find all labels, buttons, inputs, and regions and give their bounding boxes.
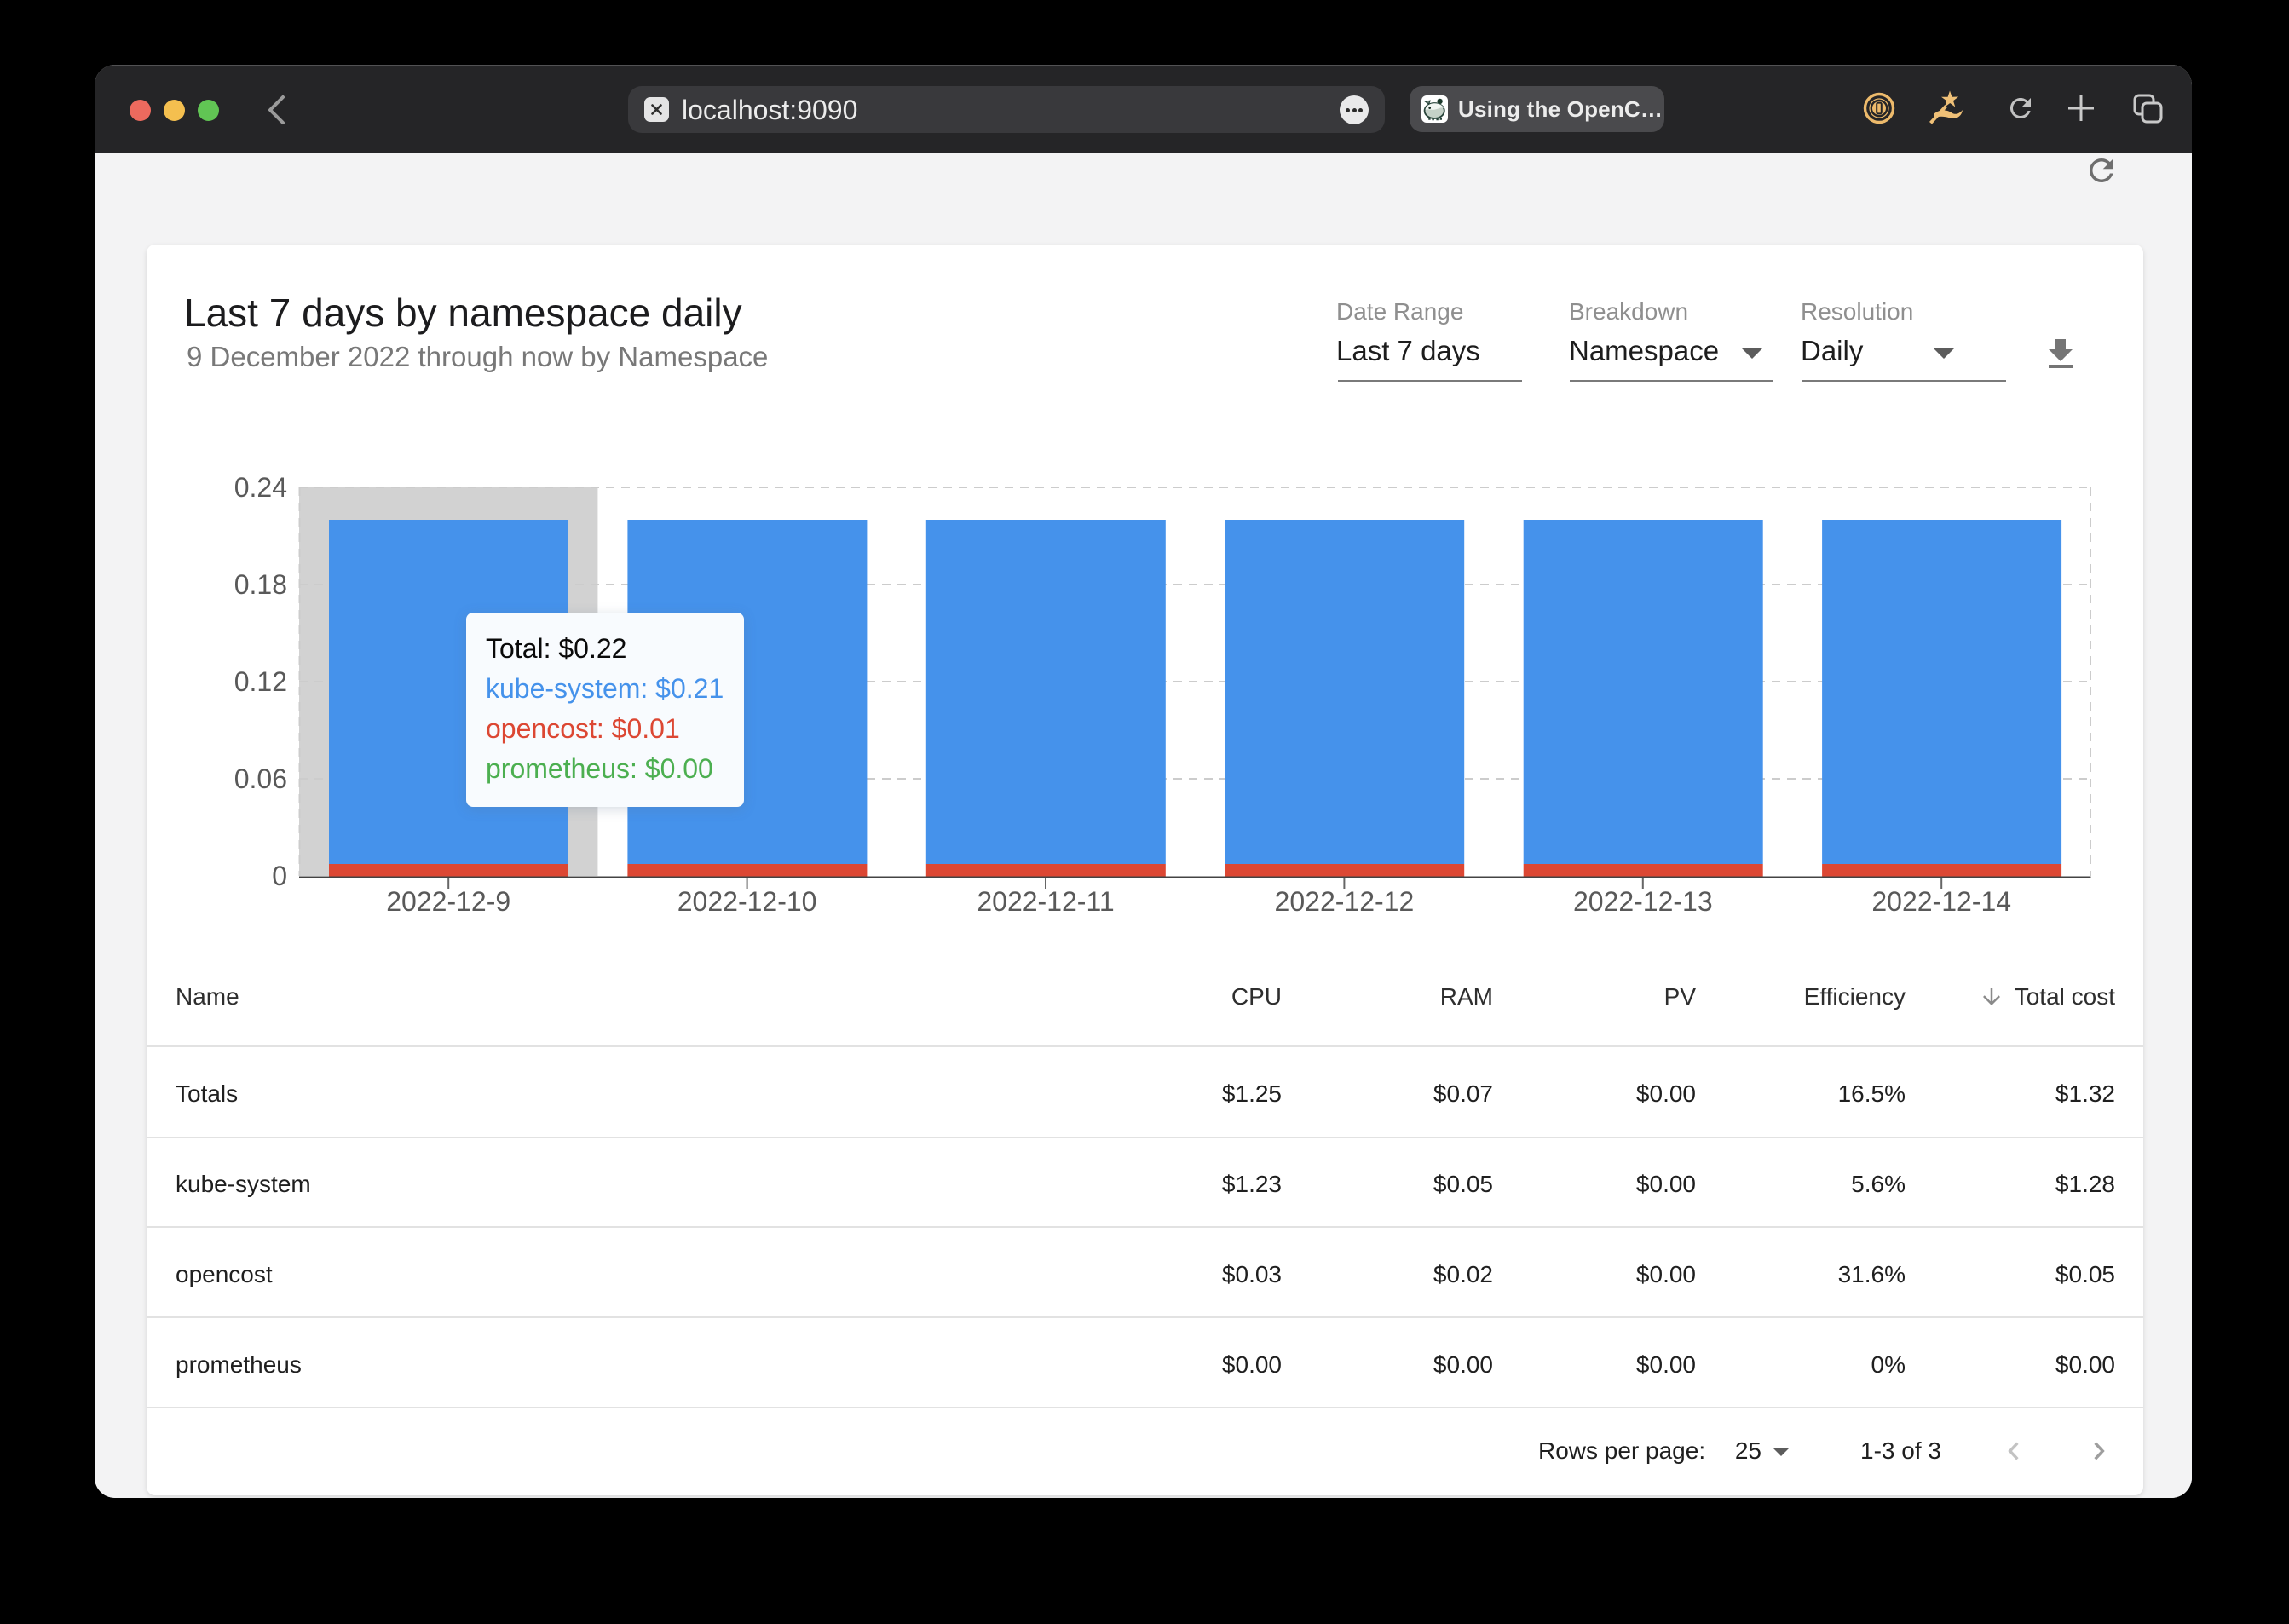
svg-text:0.18: 0.18 bbox=[234, 569, 287, 600]
svg-text:2022-12-10: 2022-12-10 bbox=[677, 886, 817, 917]
svg-text:0: 0 bbox=[272, 861, 287, 891]
svg-text:2022-12-13: 2022-12-13 bbox=[1573, 886, 1713, 917]
svg-text:0.06: 0.06 bbox=[234, 763, 287, 794]
svg-text:2022-12-14: 2022-12-14 bbox=[1871, 886, 2011, 917]
svg-text:2022-12-11: 2022-12-11 bbox=[977, 886, 1114, 917]
svg-text:2022-12-12: 2022-12-12 bbox=[1275, 886, 1415, 917]
svg-text:2022-12-9: 2022-12-9 bbox=[386, 886, 510, 917]
svg-text:0.24: 0.24 bbox=[234, 472, 287, 503]
svg-text:0.12: 0.12 bbox=[234, 666, 287, 697]
